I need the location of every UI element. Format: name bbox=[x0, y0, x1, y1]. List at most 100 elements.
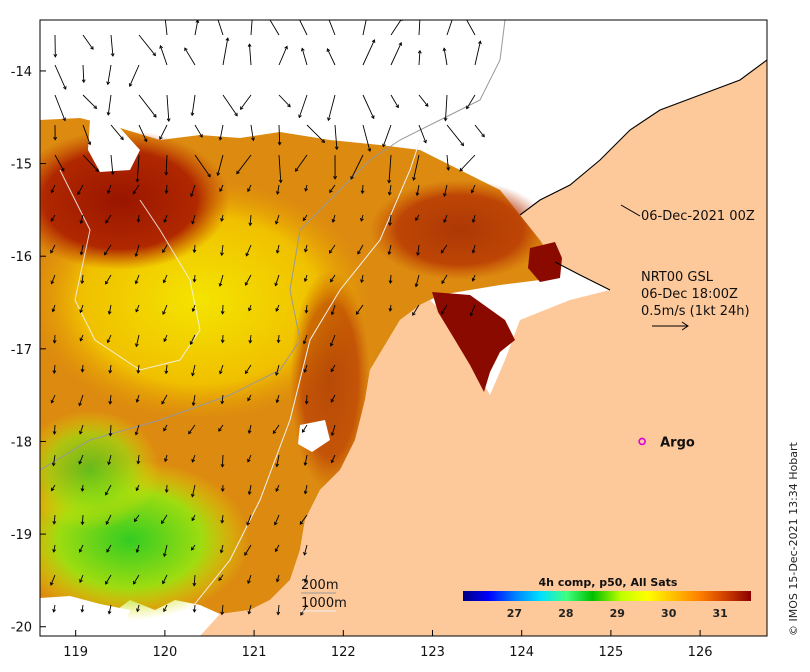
wind-arrow-head bbox=[80, 368, 85, 373]
wind-arrow bbox=[136, 154, 140, 182]
wind-arrow-head bbox=[152, 52, 156, 57]
wind-arrow-head bbox=[80, 488, 85, 492]
wind-arrow bbox=[81, 604, 84, 612]
wind-arrow-head bbox=[300, 47, 305, 52]
wind-arrow bbox=[51, 394, 56, 404]
wind-arrow-head bbox=[330, 432, 335, 437]
wind-arrow-head bbox=[275, 307, 280, 312]
wind-arrow bbox=[137, 214, 140, 222]
cloud-patch-nw bbox=[40, 20, 200, 110]
wind-arrow-head bbox=[234, 112, 238, 117]
wind-arrow-head bbox=[388, 280, 393, 284]
wind-arrow bbox=[390, 94, 399, 108]
wind-arrow-head bbox=[247, 491, 252, 496]
wind-arrow bbox=[446, 154, 449, 171]
wind-arrow-head bbox=[471, 277, 476, 282]
wind-arrow-head bbox=[164, 489, 169, 493]
wind-arrow bbox=[136, 544, 140, 553]
wind-arrow bbox=[54, 154, 65, 172]
wind-arrow bbox=[459, 154, 476, 172]
wind-arrow-head bbox=[53, 54, 58, 58]
wind-arrow-head bbox=[275, 578, 280, 583]
wind-arrow-head bbox=[239, 106, 244, 110]
cloud-patch-inlet bbox=[88, 120, 140, 172]
wind-arrow bbox=[135, 304, 140, 312]
wind-arrow-head bbox=[247, 43, 252, 47]
wind-arrow bbox=[445, 94, 448, 121]
wind-arrow bbox=[79, 544, 84, 553]
wind-arrow bbox=[135, 424, 140, 435]
wind-arrow bbox=[107, 334, 112, 343]
wind-arrow bbox=[474, 124, 485, 138]
wind-arrow-head bbox=[164, 172, 169, 176]
wind-arrow bbox=[389, 274, 392, 284]
wind-arrow-head bbox=[247, 188, 251, 193]
colorbar-tick-label: 30 bbox=[661, 607, 677, 620]
hot-red-region bbox=[40, 130, 230, 270]
wind-arrow bbox=[135, 334, 140, 347]
lat-tick-label: -16 bbox=[11, 250, 32, 265]
wind-arrow-head bbox=[191, 517, 196, 522]
wind-arrow bbox=[361, 184, 364, 194]
wind-arrow-head bbox=[247, 307, 252, 312]
wind-arrow-head bbox=[360, 190, 365, 195]
wind-arrow-head bbox=[52, 608, 56, 613]
wind-arrow bbox=[278, 124, 281, 145]
wind-arrow bbox=[304, 484, 308, 494]
wind-arrow bbox=[221, 214, 224, 222]
wind-arrow bbox=[236, 154, 252, 174]
wind-arrow bbox=[244, 544, 252, 556]
wind-arrow-head bbox=[163, 219, 168, 223]
wind-arrow-head bbox=[327, 16, 330, 19]
wind-arrow-head bbox=[398, 41, 403, 46]
wind-arrow bbox=[193, 604, 196, 612]
wind-arrow-head bbox=[52, 339, 57, 344]
wind-arrow bbox=[191, 364, 196, 376]
wind-arrow bbox=[218, 574, 224, 581]
wind-arrow bbox=[413, 154, 420, 181]
wind-arrow bbox=[191, 514, 196, 521]
wind-arrow bbox=[441, 274, 448, 284]
lon-tick-label: 124 bbox=[509, 645, 534, 660]
wind-arrow bbox=[304, 244, 308, 252]
wind-arrow bbox=[446, 124, 464, 146]
wind-arrow bbox=[82, 94, 97, 109]
wind-arrow bbox=[136, 484, 140, 491]
wind-arrow-head bbox=[218, 136, 223, 141]
wind-arrow-head bbox=[251, 137, 255, 142]
wind-arrow bbox=[194, 154, 211, 178]
wind-arrow bbox=[163, 604, 168, 612]
wind-arrow bbox=[105, 274, 112, 285]
wind-arrow bbox=[82, 154, 99, 172]
wind-arrow-head bbox=[387, 191, 392, 196]
wind-arrow bbox=[304, 454, 308, 466]
wind-arrow-head bbox=[191, 220, 195, 225]
sst-contour-1 bbox=[59, 169, 201, 371]
wind-arrow-head bbox=[79, 309, 83, 314]
wind-arrow-head bbox=[470, 189, 475, 194]
wind-arrow bbox=[105, 514, 112, 525]
wind-arrow bbox=[164, 214, 168, 223]
lon-tick-label: 125 bbox=[598, 645, 623, 660]
colorbar-tick-label: 27 bbox=[507, 607, 522, 620]
wind-arrow bbox=[163, 274, 168, 283]
wind-arrow bbox=[329, 184, 336, 193]
wind-arrow bbox=[299, 20, 308, 36]
wind-arrow-head bbox=[191, 458, 196, 463]
wind-arrow bbox=[53, 604, 56, 612]
wind-arrow-head bbox=[104, 251, 108, 256]
wind-arrow-head bbox=[106, 339, 111, 344]
hot-red-region-2 bbox=[370, 180, 550, 280]
wind-arrow-head bbox=[134, 343, 139, 348]
longitude-axis: 119 120 121 122 123 124 125 126 bbox=[63, 630, 713, 660]
wind-arrow-head bbox=[299, 521, 304, 525]
king-sound-estuary bbox=[432, 292, 515, 392]
wind-arrow-head bbox=[360, 217, 364, 222]
wind-arrow bbox=[110, 34, 114, 57]
wind-arrow-head bbox=[191, 402, 196, 407]
wind-arrow bbox=[193, 574, 196, 586]
colorbar-tick-label: 28 bbox=[558, 607, 573, 620]
wind-arrow bbox=[109, 424, 112, 436]
wind-arrow-head bbox=[220, 311, 225, 315]
